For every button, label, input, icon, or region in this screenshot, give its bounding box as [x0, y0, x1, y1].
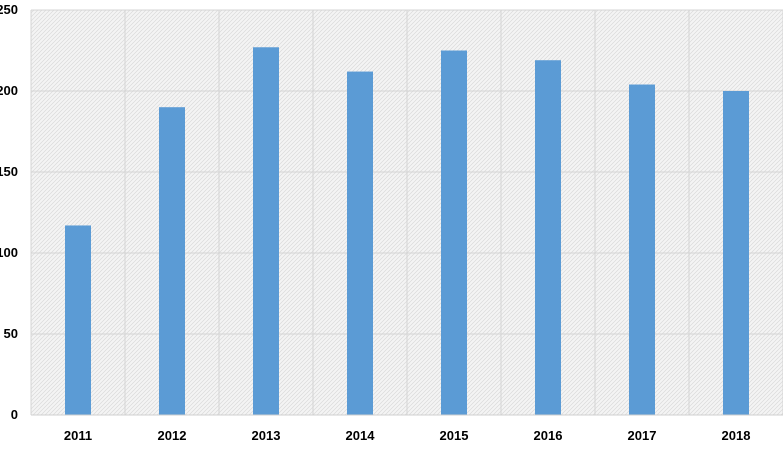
y-tick-label: 0: [11, 407, 18, 422]
x-tick-label: 2016: [534, 428, 563, 443]
x-axis-tick-labels: 2011 2012 2013 2014 2015 2016 2017 2018: [64, 428, 751, 443]
y-tick-label: 150: [0, 164, 18, 179]
y-tick-label: 50: [4, 326, 18, 341]
x-tick-label: 2013: [252, 428, 281, 443]
bar-2014: [347, 71, 373, 415]
y-axis-tick-labels: 0 50 100 150 200 250: [0, 2, 18, 422]
y-tick-label: 250: [0, 2, 18, 17]
bars: [65, 47, 749, 416]
bar-2017: [629, 84, 655, 416]
bar-2012: [159, 107, 185, 415]
bar-2013: [253, 47, 279, 415]
gridlines: [30, 9, 783, 415]
x-tick-label: 2011: [64, 428, 92, 443]
x-tick-label: 2015: [440, 428, 469, 443]
bar-2016: [535, 60, 561, 415]
bar-2011: [65, 225, 91, 415]
x-tick-label: 2012: [158, 428, 187, 443]
x-tick-label: 2017: [628, 428, 657, 443]
bar-2018: [723, 91, 749, 415]
x-tick-label: 2014: [346, 428, 376, 443]
y-tick-label: 200: [0, 83, 18, 98]
x-tick-label: 2018: [722, 428, 751, 443]
bar-2015: [441, 50, 467, 415]
y-tick-label: 100: [0, 245, 18, 260]
